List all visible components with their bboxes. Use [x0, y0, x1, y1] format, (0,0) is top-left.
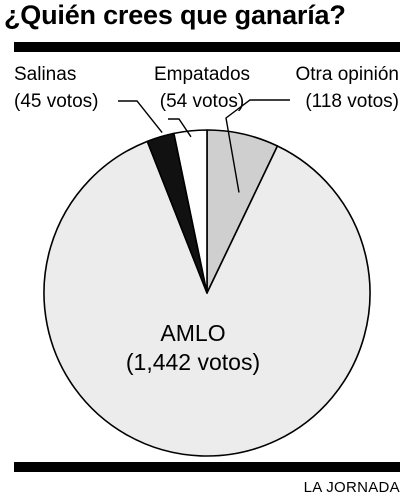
slice-label-salinas-value: (45 votos) [14, 91, 98, 112]
slice-label-empatados-name: Empatados [154, 64, 250, 85]
source-credit: LA JORNADA [303, 479, 400, 496]
slice-label-empatados-value: (54 votos) [160, 91, 244, 112]
chart-title: ¿Quién crees que ganaría? [4, 0, 346, 30]
leader-line-salinas [118, 100, 163, 133]
leader-line-empatados [168, 118, 192, 138]
slice-label-salinas-name: Salinas [14, 64, 76, 85]
bottom-rule [14, 462, 400, 472]
leader-line-otra-opinion [225, 99, 290, 193]
slice-label-amlo-value: (1,442 votos) [126, 349, 260, 375]
slice-label-otra-opinion-name: Otra opinión [295, 64, 399, 85]
slice-label-otra-opinion-value: (118 votos) [305, 91, 399, 112]
pie-slice-empatados [173, 129, 208, 294]
slice-label-amlo-name: AMLO [160, 320, 225, 346]
top-rule [14, 42, 400, 52]
pie-slice-amlo [43, 140, 371, 457]
